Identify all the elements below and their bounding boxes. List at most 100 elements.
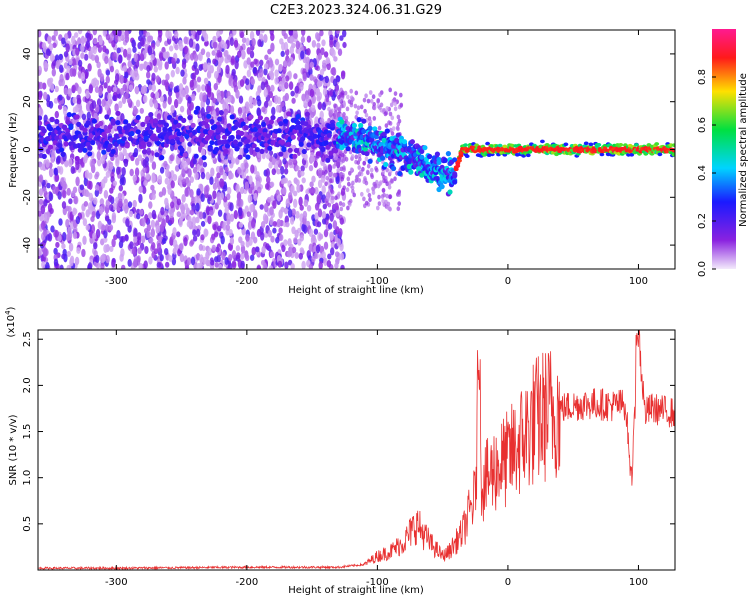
spectrogram-noise-dot xyxy=(248,95,254,105)
spectrogram-noise-dot xyxy=(332,164,336,169)
spectrogram-noise-dot xyxy=(270,84,275,93)
spectrogram-noise-dot xyxy=(284,261,289,269)
spectrogram-ridge-dot xyxy=(292,153,298,159)
spectrogram-ridge-dot xyxy=(193,153,199,159)
spectrogram-noise-dot xyxy=(244,162,249,169)
spectrogram-noise-dot xyxy=(282,158,287,165)
spectrogram-noise-dot xyxy=(97,158,102,167)
spectrogram-noise-dot xyxy=(105,69,111,76)
spectrogram-noise-dot xyxy=(303,224,308,234)
spectrogram-noise-dot xyxy=(341,70,346,77)
spectrogram-noise-dot xyxy=(381,198,385,204)
spectrogram-noise-dot xyxy=(200,107,205,117)
spectrogram-noise-dot xyxy=(85,90,90,99)
spectrogram-noise-dot xyxy=(154,91,160,100)
spectrogram-noise-dot xyxy=(137,232,142,241)
spectrogram-noise-dot xyxy=(111,214,117,224)
spectrogram-noise-dot xyxy=(125,218,130,228)
spectrogram-ridge-dot xyxy=(323,136,329,142)
spectrogram-noise-dot xyxy=(38,237,41,246)
spectrogram-noise-dot xyxy=(295,179,300,186)
spectrogram-noise-dot xyxy=(221,251,226,261)
spectrogram-noise-dot xyxy=(49,83,55,91)
spectrogram-noise-dot xyxy=(50,225,55,233)
spectrogram-noise-dot xyxy=(245,78,250,86)
spectrogram-noise-dot xyxy=(142,84,148,94)
spectrogram-noise-dot xyxy=(104,103,110,111)
spectrogram-noise-dot xyxy=(267,196,272,203)
spectrogram-noise-dot xyxy=(118,151,124,161)
spectrogram-ridge-dot xyxy=(195,105,201,111)
spectrogram-ridge-dot xyxy=(372,126,378,132)
spectrogram-noise-dot xyxy=(203,32,209,42)
spectrogram-noise-dot xyxy=(342,41,347,49)
spectrogram-noise-dot xyxy=(171,57,176,65)
spectrogram-noise-dot xyxy=(181,61,187,70)
spectrogram-noise-dot xyxy=(66,250,72,257)
spectrogram-noise-dot xyxy=(278,80,283,90)
spectrogram-noise-dot xyxy=(366,98,371,104)
spectrogram-noise-dot xyxy=(270,33,275,42)
spectrogram-ridge-dot xyxy=(286,111,292,117)
spectrogram-noise-dot xyxy=(205,171,210,181)
spectrogram-ridge-dot xyxy=(301,148,307,155)
spectrogram-ridge-dot xyxy=(358,122,364,129)
spectrogram-ridge-dot xyxy=(209,140,215,146)
spectrogram-noise-dot xyxy=(158,191,164,198)
spectrogram-noise-dot xyxy=(288,192,293,201)
spectrogram-noise-dot xyxy=(68,158,73,168)
spectrogram-ridge-dot xyxy=(148,112,154,118)
spectrogram-noise-dot xyxy=(165,261,170,268)
spectrogram-ridge-dot xyxy=(124,143,130,149)
spectrogram-noise-dot xyxy=(150,53,155,61)
spectrogram-noise-dot xyxy=(295,165,300,172)
spectrogram-noise-dot xyxy=(272,221,277,227)
spectrogram-noise-dot xyxy=(263,88,268,98)
spectrogram-noise-dot xyxy=(315,32,320,40)
spectrogram-noise-dot xyxy=(196,76,202,83)
spectrogram-ridge-dot xyxy=(187,141,193,147)
spectrogram-noise-dot xyxy=(377,125,382,131)
spectrogram-noise-dot xyxy=(151,192,156,201)
spectrogram-noise-dot xyxy=(147,35,152,43)
spectrogram-noise-dot xyxy=(323,229,329,238)
spectrogram-noise-dot xyxy=(95,104,100,113)
spectrogram-ridge-dot xyxy=(49,116,55,122)
spectrogram-noise-dot xyxy=(146,71,151,79)
spectrogram-ridge-dot xyxy=(497,143,503,148)
spectrogram-noise-dot xyxy=(150,184,155,191)
spectrogram-noise-dot xyxy=(279,38,284,45)
spectrogram-y-tick-label: -20 xyxy=(22,189,33,205)
spectrogram-noise-dot xyxy=(133,258,138,268)
spectrogram-noise-dot xyxy=(265,153,271,160)
spectrogram-ridge-dot xyxy=(223,148,229,154)
spectrogram-noise-dot xyxy=(253,192,258,202)
spectrogram-noise-dot xyxy=(336,168,341,173)
spectrogram-noise-dot xyxy=(143,260,148,269)
colorbar-ticks: 0.00.20.40.60.8 xyxy=(697,69,716,277)
spectrogram-noise-dot xyxy=(84,169,90,179)
spectrogram-noise-dot xyxy=(194,171,199,181)
spectrogram-noise-dot xyxy=(118,240,124,249)
spectrogram-noise-dot xyxy=(53,247,58,255)
spectrogram-ridge-dot xyxy=(439,184,445,190)
spectrogram-noise-dot xyxy=(314,186,319,195)
spectrogram-noise-dot xyxy=(83,156,88,164)
spectrogram-noise-dot xyxy=(195,216,200,224)
spectrogram-noise-dot xyxy=(229,105,235,115)
spectrogram-noise-dot xyxy=(346,94,350,100)
spectrogram-ridge-dot xyxy=(74,114,80,120)
snr-series-line xyxy=(38,330,675,570)
spectrogram-noise-dot xyxy=(342,167,346,173)
spectrogram-noise-dot xyxy=(169,154,174,162)
spectrogram-noise-dot xyxy=(81,248,86,258)
spectrogram-noise-dot xyxy=(332,220,338,230)
spectrogram-noise-dot xyxy=(396,121,401,127)
spectrogram-ridge-dot xyxy=(246,134,253,140)
spectrogram-noise-dot xyxy=(334,195,338,201)
spectrogram-noise-dot xyxy=(222,172,227,181)
spectrogram-noise-dot xyxy=(339,157,344,163)
spectrogram-noise-dot xyxy=(58,94,63,101)
spectrogram-noise-dot xyxy=(300,35,306,44)
spectrogram-noise-dot xyxy=(396,206,401,212)
